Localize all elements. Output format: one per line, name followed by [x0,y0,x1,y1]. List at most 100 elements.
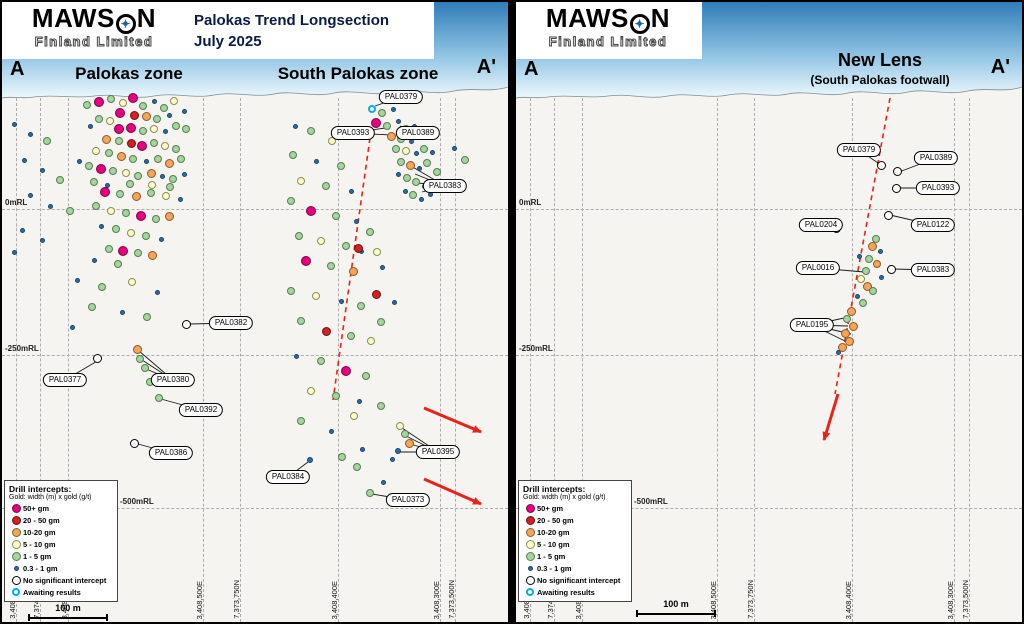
drill-intercept-dot [403,174,411,182]
drillhole-label: PAL0383 [422,179,468,193]
legend-swatch [523,503,537,513]
drill-intercept-dot [66,207,74,215]
drill-intercept-dot [148,181,156,189]
drill-intercept-dot [112,225,120,233]
drill-intercept-dot [126,180,134,188]
drill-intercept-dot [835,349,841,355]
drill-intercept-dot [386,131,396,141]
drill-intercept-dot [139,127,147,135]
grid-line-elevation [2,508,508,509]
drill-intercept-dot [177,155,185,163]
drill-intercept-dot [332,392,340,400]
drill-intercept-dot [371,118,381,128]
section-marker-a-prime: A' [990,56,1010,78]
drill-intercept-dot [306,206,316,216]
drill-intercept-dot [297,417,305,425]
drill-intercept-dot [115,108,125,118]
drill-intercept-dot [122,209,130,217]
drill-intercept-dot [317,357,325,365]
grid-line-elevation [2,209,508,210]
drillhole-label: PAL0393 [330,126,376,140]
drill-intercept-dot [392,145,400,153]
grid-coordinate-label: 7,373,750N [232,580,241,619]
drill-intercept-dot [338,453,346,461]
grid-line-vertical [754,98,755,622]
drill-intercept-dot [368,105,376,113]
legend-swatch [523,539,537,549]
grid-line-vertical [240,98,241,622]
drill-intercept-dot [856,253,862,259]
drill-intercept-dot [869,287,877,295]
legend-item-label: 0.3 - 1 gm [23,563,58,573]
legend-item-label: Awaiting results [537,587,595,597]
drillhole-label: PAL0377 [42,373,88,387]
scale-bar: 100 m [636,599,716,617]
drill-intercept-dot [47,203,53,209]
section-marker-a: A [524,58,539,80]
drill-intercept-dot [383,122,391,130]
drill-intercept-dot [177,196,183,202]
grid-line-vertical [203,98,204,622]
drill-intercept-dot [380,479,386,485]
drill-intercept-dot [377,318,385,326]
drill-intercept-dot [391,299,397,305]
legend-subtitle: Gold: width (m) x gold (g/t) [9,494,92,501]
legend-swatch [523,527,537,537]
legend-item: 0.3 - 1 gm [523,562,627,574]
drill-intercept-dot [19,227,25,233]
figure-title-line2: July 2025 [194,33,262,50]
drill-intercept-dot [150,125,158,133]
drill-intercept-dot [166,183,174,191]
grid-line-vertical [530,98,531,622]
grid-coordinate-label: 7,373,750N [746,580,755,619]
drill-intercept-dot [83,101,91,109]
drill-intercept-dot [876,160,886,170]
panel-palokas-trend: MAWS ✦ N Finland Limited Palokas Trend Lon… [2,2,508,622]
drill-intercept-dot [843,315,851,323]
zone-label: New Lens [837,50,923,70]
legend-item: 10-20 gm [9,526,113,538]
grid-coordinate-label: 3,408,300E [946,580,955,619]
drill-intercept-dot [11,249,17,255]
drill-intercept-dot [43,137,51,145]
drill-intercept-dot [297,177,305,185]
drill-intercept-dot [153,115,161,123]
drill-intercept-dot [143,158,149,164]
drill-intercept-dot [87,123,93,129]
legend-item: Awaiting results [523,586,627,598]
drill-intercept-dot [131,191,141,201]
grid-line-vertical [582,98,583,622]
figure-title-line1: Palokas Trend Longsection [194,12,390,29]
drillhole-label: PAL0122 [910,218,956,232]
grid-coordinate-label: 3,408,400E [844,580,853,619]
compass-star-icon: ✦ [120,17,132,31]
drill-intercept-dot [139,102,147,110]
legend-item-label: 0.3 - 1 gm [537,563,572,573]
logo-text: N [136,3,157,33]
drill-intercept-dot [409,191,417,199]
drillhole-label: PAL0373 [385,493,431,507]
grid-line-vertical [852,98,853,622]
drill-intercept-dot [350,412,358,420]
drill-intercept-dot [155,394,163,402]
legend-swatch [523,515,537,525]
drill-intercept-dot [378,109,386,117]
drill-intercept-dot [405,160,415,170]
drillhole-label: PAL0392 [178,403,224,417]
logo-wordmark: MAWS ✦ N [6,3,182,34]
drill-intercept-dot [129,155,137,163]
ground-surface-line [516,86,1022,99]
drill-intercept-dot [141,111,151,121]
intercept-dot-icon [525,539,535,549]
legend-item-label: No significant intercept [537,575,621,585]
drill-intercept-dot [877,248,883,254]
drill-intercept-dot [95,115,103,123]
drillhole-label: PAL0395 [415,445,461,459]
legend-item-label: Awaiting results [23,587,81,597]
awaiting-results-icon [526,588,534,596]
drill-intercept-dot [433,168,441,176]
drill-intercept-dot [154,289,160,295]
grid-line-elevation [516,508,1022,509]
drill-intercept-dot [867,241,877,251]
drill-intercept-dot [146,168,156,178]
